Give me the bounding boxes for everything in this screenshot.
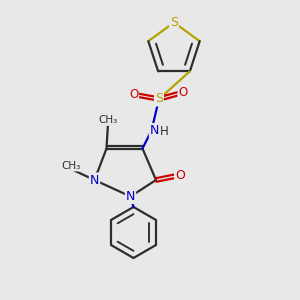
Text: O: O — [175, 169, 185, 182]
Text: O: O — [129, 88, 138, 101]
Text: O: O — [178, 86, 188, 99]
Text: N: N — [150, 124, 159, 137]
Text: N: N — [126, 190, 135, 203]
Text: CH₃: CH₃ — [61, 161, 80, 171]
Text: N: N — [90, 173, 99, 187]
Text: CH₃: CH₃ — [98, 115, 118, 125]
Text: S: S — [155, 92, 163, 106]
Text: S: S — [170, 16, 178, 29]
Text: H: H — [160, 125, 169, 139]
